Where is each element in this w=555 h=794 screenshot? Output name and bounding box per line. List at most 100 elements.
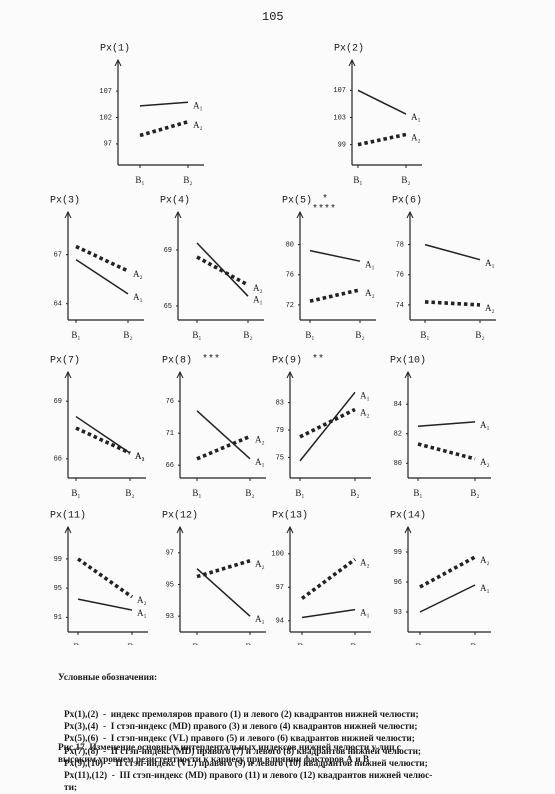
series-line <box>309 288 361 303</box>
y-tick-label: 96 <box>394 579 402 587</box>
x-tick-label: B₂ <box>470 488 479 498</box>
y-tick-label: 65 <box>164 303 172 311</box>
series-label: A₁ <box>411 112 421 122</box>
series-line <box>419 555 476 589</box>
y-tick-label: 75 <box>276 454 284 462</box>
series-label: A₁ <box>135 451 145 461</box>
series-label: A₂ <box>360 407 370 417</box>
annotation: *** <box>202 354 220 366</box>
x-tick-label: B₂ <box>475 330 484 340</box>
axis-arrow <box>64 525 72 534</box>
legend-line: Px(5),(6) - I стэп-индекс (VL) правого (… <box>64 734 415 745</box>
legend-line: Px(3),(4) - I стэп-индекс (MD) правого (… <box>64 722 418 733</box>
series-label: A₂ <box>133 269 143 279</box>
y-tick-label: 76 <box>286 272 294 280</box>
series-label: A₂ <box>255 559 265 569</box>
y-tick-label: 72 <box>286 302 294 310</box>
x-tick-label: B₂ <box>127 642 136 645</box>
series-label: A₂ <box>137 595 147 605</box>
series-line <box>75 244 129 273</box>
y-tick-label: 99 <box>338 141 346 149</box>
y-tick-label: 94 <box>276 618 284 626</box>
annotation: ** <box>312 354 324 366</box>
y-tick-label: 64 <box>54 301 62 309</box>
y-tick-label: 80 <box>394 460 402 468</box>
x-tick-label: B₁ <box>413 488 422 498</box>
chart-title: Px(10) <box>390 355 426 367</box>
series-line <box>299 391 356 462</box>
y-tick-label: 69 <box>164 247 172 255</box>
axis-arrow <box>286 370 294 379</box>
series-line <box>196 559 251 579</box>
y-tick-label: 91 <box>54 614 62 622</box>
y-tick-label: 80 <box>286 241 294 249</box>
x-tick-label: B₁ <box>135 175 144 185</box>
x-tick-label: B₁ <box>192 642 201 645</box>
x-tick-label: B₁ <box>71 488 80 498</box>
y-tick-label: 100 <box>271 551 284 559</box>
y-tick-label: 107 <box>99 88 112 96</box>
y-tick-label: 67 <box>54 252 62 260</box>
series-label: A₁ <box>255 457 265 467</box>
x-tick-label: B₁ <box>192 330 201 340</box>
series-line <box>299 407 356 439</box>
page-number: 105 <box>262 10 284 24</box>
series-label: A₂ <box>135 451 145 461</box>
y-tick-label: 93 <box>166 613 174 621</box>
series-label: A₂ <box>365 288 375 298</box>
series-line <box>196 410 251 460</box>
chart-title: Px(14) <box>390 510 426 522</box>
legend-line: Px(9),(10) - II стэп-индекс (VL) правого… <box>64 758 428 769</box>
series-line <box>419 584 476 613</box>
x-tick-label: B₂ <box>183 175 192 185</box>
chart-title: Px(12) <box>162 510 198 522</box>
y-tick-label: 76 <box>396 272 404 280</box>
x-tick-label: B₂ <box>243 330 252 340</box>
x-tick-label: B₂ <box>350 642 359 645</box>
x-tick-label: B₁ <box>305 330 314 340</box>
chart-title: Px(8) <box>162 355 192 367</box>
series-label: A₂ <box>255 434 265 444</box>
series-line <box>357 132 407 147</box>
x-tick-label: B₂ <box>350 488 359 498</box>
series-label: A₁ <box>480 420 490 430</box>
y-tick-label: 102 <box>99 114 112 122</box>
series-line <box>196 434 251 461</box>
axis-arrow <box>404 370 412 379</box>
x-tick-label: B₁ <box>71 330 80 340</box>
series-label: A₁ <box>253 294 263 304</box>
series-line <box>139 101 189 107</box>
y-tick-label: 66 <box>166 462 174 470</box>
chart-title: Px(5) <box>282 195 312 207</box>
series-line <box>417 421 476 428</box>
axis-arrow <box>286 525 294 534</box>
series-line <box>424 243 481 261</box>
series-line <box>357 89 407 115</box>
series-line <box>75 258 129 295</box>
axis-arrow <box>296 210 304 219</box>
series-label: A₂ <box>193 120 203 130</box>
axis-arrow <box>406 210 414 219</box>
series-line <box>75 415 131 454</box>
x-tick-label: B₂ <box>123 330 132 340</box>
series-label: A₁ <box>480 583 490 593</box>
x-tick-label: B₁ <box>420 330 429 340</box>
chart-title: Px(13) <box>272 510 308 522</box>
series-label: A₁ <box>193 100 203 110</box>
series-label: A₁ <box>485 258 495 268</box>
x-tick-label: B₂ <box>245 642 254 645</box>
y-tick-label: 71 <box>166 430 174 438</box>
axis-arrow <box>174 210 182 219</box>
series-line <box>139 119 189 138</box>
chart-title: Px(4) <box>160 195 190 207</box>
chart-title: Px(9) <box>272 355 302 367</box>
series-label: A₂ <box>360 557 370 567</box>
caption: Рис.17. Изменение основных интердентальн… <box>58 742 401 766</box>
legend-line: Px(7),(8) - II стэп-индекс (MD) правого … <box>64 746 422 757</box>
series-line <box>309 249 361 262</box>
y-tick-label: 97 <box>104 141 112 149</box>
series-line <box>77 598 133 611</box>
series-label: A₂ <box>485 303 495 313</box>
x-tick-label: B₁ <box>295 488 304 498</box>
legend: Условные обозначения: Px(1),(2) - индекс… <box>58 648 438 794</box>
